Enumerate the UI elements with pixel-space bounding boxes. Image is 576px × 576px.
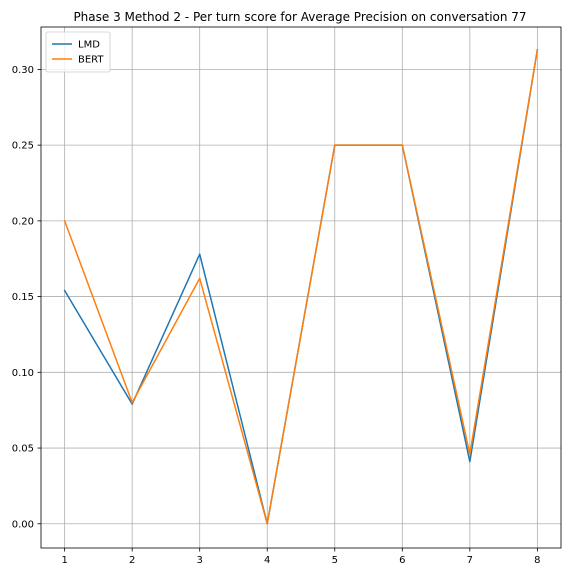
chart-title: Phase 3 Method 2 - Per turn score for Av… bbox=[73, 10, 526, 24]
y-tick-label: 0.25 bbox=[12, 141, 34, 152]
legend-label-lmd: LMD bbox=[78, 40, 100, 51]
plot-area bbox=[41, 27, 561, 548]
x-tick-label: 7 bbox=[467, 555, 473, 566]
x-tick-label: 3 bbox=[197, 555, 203, 566]
x-tick-label: 2 bbox=[129, 555, 135, 566]
y-tick-label: 0.10 bbox=[12, 368, 34, 379]
plot-frame bbox=[40, 26, 562, 549]
x-tick-label: 6 bbox=[399, 555, 405, 566]
x-tick-label: 4 bbox=[264, 555, 270, 566]
x-tick-label: 5 bbox=[332, 555, 338, 566]
series-line-bert bbox=[63, 48, 539, 525]
legend: LMD BERT bbox=[45, 31, 111, 73]
x-tick-label: 1 bbox=[61, 555, 67, 566]
x-axis-ticks: 1 2 3 4 5 6 7 8 bbox=[61, 548, 541, 566]
y-tick-label: 0.05 bbox=[12, 444, 34, 455]
legend-label-bert: BERT bbox=[78, 55, 104, 66]
y-tick-label: 0.20 bbox=[12, 216, 34, 227]
grid-lines bbox=[41, 27, 561, 548]
y-tick-label: 0.15 bbox=[12, 292, 34, 303]
y-tick-label: 0.30 bbox=[12, 65, 34, 76]
x-tick-label: 8 bbox=[534, 555, 540, 566]
series-lines bbox=[63, 48, 539, 525]
y-axis-ticks: 0.00 0.05 0.10 0.15 0.20 0.25 0.30 bbox=[12, 65, 41, 530]
legend-box bbox=[45, 31, 111, 73]
y-tick-label: 0.00 bbox=[12, 519, 34, 530]
